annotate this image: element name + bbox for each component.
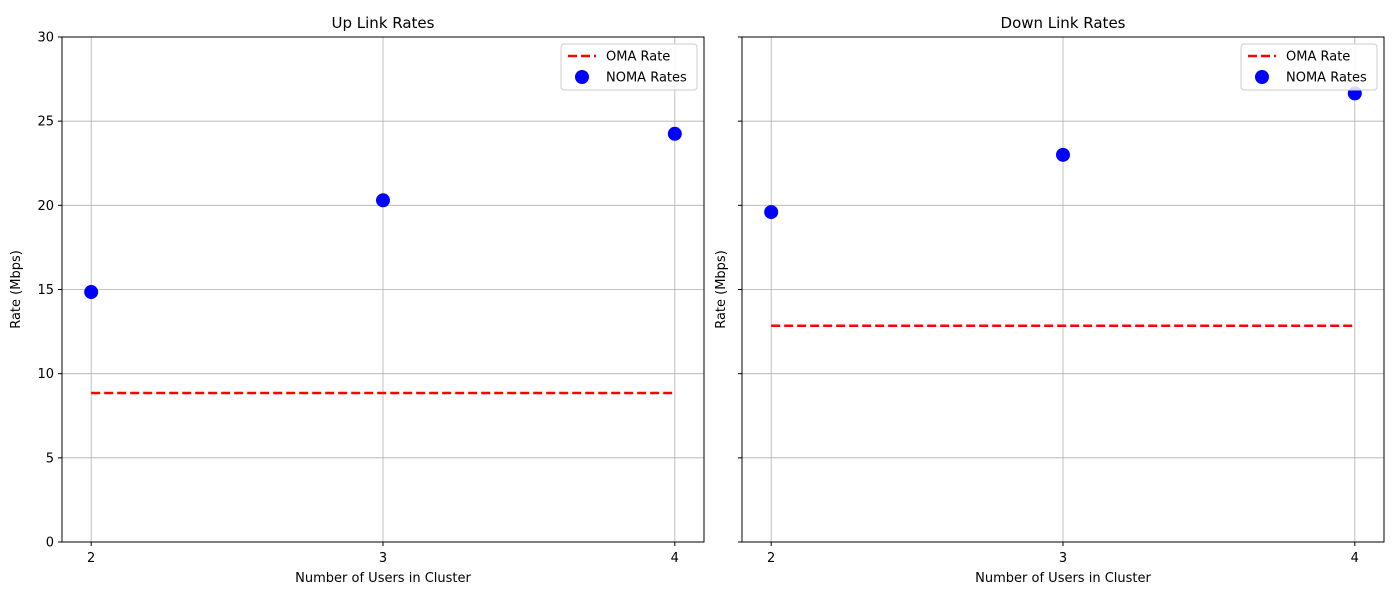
x-tick-label: 2 (767, 551, 775, 566)
noma-rate-point (667, 126, 682, 141)
y-tick-label: 15 (37, 283, 54, 298)
legend-label: OMA Rate (606, 50, 670, 65)
y-tick-label: 10 (37, 367, 54, 382)
noma-rate-point (84, 285, 99, 300)
legend: OMA Rate NOMA Rates (560, 43, 698, 91)
x-tick-label: 4 (671, 551, 679, 566)
x-axis-label: Number of Users in Cluster (295, 571, 471, 586)
legend-label: NOMA Rates (606, 71, 687, 86)
y-axis-label: Rate (Mbps) (9, 250, 24, 329)
chart-panel-2: 2 3 4 Down Link Rates Number of Users in Clu… (714, 14, 1385, 586)
x-tick-label: 4 (1351, 551, 1359, 566)
legend-label: NOMA Rates (1286, 71, 1367, 86)
x-tick-label: 2 (87, 551, 95, 566)
x-tick-label: 3 (379, 551, 387, 566)
legend-swatch-marker (575, 70, 589, 84)
legend-swatch-marker (1255, 70, 1269, 84)
chart-title: Up Link Rates (332, 14, 435, 32)
noma-rate-point (376, 193, 390, 208)
noma-rate-point (1056, 147, 1070, 162)
chart-panel-1: 2 3 4 0 5 10 15 20 25 30 Up Link Rates Number of Us… (9, 14, 705, 586)
legend-label: OMA Rate (1286, 50, 1350, 65)
chart-title: Down Link Rates (1001, 14, 1126, 32)
y-tick-label: 30 (37, 31, 54, 46)
y-tick-label: 0 (46, 536, 54, 551)
y-axis-label: Rate (Mbps) (714, 250, 729, 329)
y-tick-label: 25 (37, 115, 54, 130)
x-axis-label: Number of Users in Cluster (975, 571, 1151, 586)
noma-rate-point (764, 205, 779, 220)
y-tick-label: 20 (37, 199, 54, 214)
legend: OMA Rate NOMA Rates (1240, 43, 1378, 91)
x-tick-label: 3 (1059, 551, 1067, 566)
y-tick-label: 5 (46, 451, 54, 466)
